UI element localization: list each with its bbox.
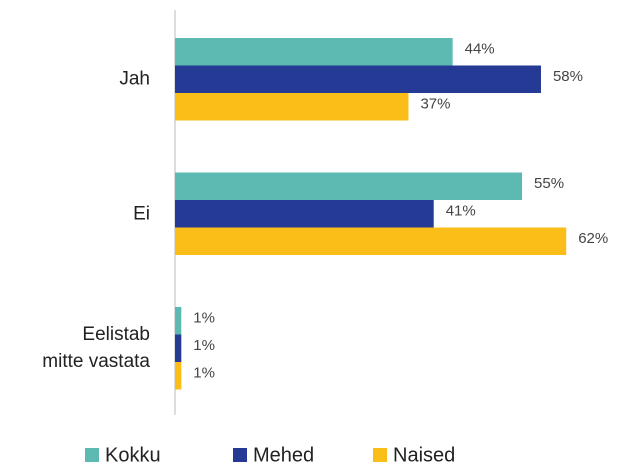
- bar: [175, 65, 541, 93]
- legend-swatch: [233, 448, 247, 462]
- category-label: Eelistab mitte vastata: [42, 324, 150, 373]
- legend-swatch: [373, 448, 387, 462]
- bar: [175, 172, 523, 200]
- legend-label: Naised: [393, 444, 455, 463]
- value-label: 1%: [193, 337, 215, 354]
- value-label: 37%: [420, 96, 450, 113]
- value-label: 55%: [534, 175, 564, 192]
- bar: [175, 227, 567, 255]
- bar: [175, 38, 453, 66]
- value-label: 1%: [193, 310, 215, 327]
- bar: [175, 362, 182, 390]
- value-label: 62%: [578, 230, 608, 247]
- bar: [175, 93, 409, 121]
- bar: [175, 334, 182, 362]
- category-label: Jah: [119, 68, 150, 90]
- bar: [175, 200, 434, 228]
- legend-label: Mehed: [253, 444, 314, 463]
- legend-label: Kokku: [105, 444, 161, 463]
- value-label: 44%: [465, 41, 495, 58]
- category-label: Ei: [133, 203, 150, 225]
- value-label: 1%: [193, 365, 215, 382]
- bar: [175, 307, 182, 335]
- value-label: 41%: [446, 203, 476, 220]
- legend-swatch: [85, 448, 99, 462]
- value-label: 58%: [553, 68, 583, 85]
